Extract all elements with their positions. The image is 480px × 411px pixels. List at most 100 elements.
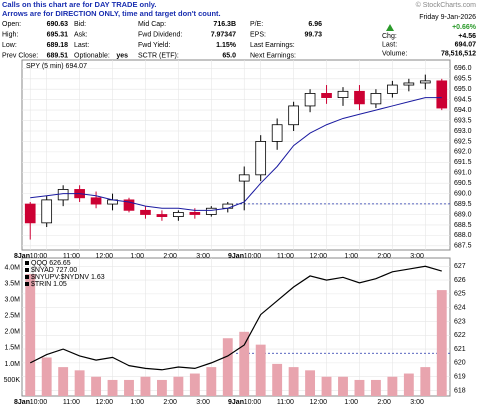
field-label: Next Earnings:	[250, 52, 296, 59]
field-label: High:	[2, 31, 18, 38]
volume-bar	[255, 344, 266, 396]
candle-body	[271, 124, 283, 142]
field-value: 6.96	[308, 21, 322, 28]
candle-body	[41, 199, 53, 224]
x-tick-label: 10:00	[30, 399, 48, 406]
field-label: Ask:	[74, 31, 88, 38]
volume-bar	[74, 370, 85, 396]
x-tick-label: 12:00	[310, 399, 328, 406]
volume-bar	[107, 379, 118, 396]
up-arrow	[386, 24, 394, 31]
legend: $TRIN 1.05	[31, 281, 67, 288]
field-value: 690.63	[47, 21, 69, 28]
volume-tick-label: 500K	[4, 377, 21, 384]
field-value: 1.15%	[216, 42, 237, 49]
brand: © StockCharts.com	[416, 1, 477, 9]
field-label: Open:	[2, 21, 21, 28]
field-label: Mid Cap:	[138, 21, 166, 28]
x-tick-label: 11:00	[63, 253, 80, 260]
y-tick-label: 691.5	[454, 159, 472, 166]
y-tick-label: 688.5	[454, 222, 472, 229]
y-tick-label: 622	[454, 332, 466, 339]
field-label: P/E:	[250, 21, 263, 28]
volume-bar	[387, 376, 398, 396]
candle-body	[436, 80, 448, 109]
x-tick-label: 8Jan	[14, 399, 30, 406]
volume-bar	[140, 376, 151, 396]
y-tick-label: 688.0	[454, 232, 472, 239]
volume-tick-label: 1.5M	[4, 345, 20, 352]
y-tick-label: 618	[454, 387, 466, 394]
candle-body	[90, 197, 102, 205]
y-tick-label: 691.0	[454, 170, 472, 177]
volume-bar	[25, 274, 36, 396]
volume-bar	[41, 357, 52, 396]
x-tick-label: 1:00	[344, 253, 358, 260]
x-tick-label: 11:00	[277, 253, 294, 260]
field-value: 689.18	[47, 42, 69, 49]
y-tick-label: 692.5	[454, 138, 472, 145]
x-tick-label: 3:00	[410, 399, 424, 406]
field-value: 695.31	[47, 31, 69, 38]
volume-tick-label: 4.0M	[4, 264, 20, 271]
candle-body	[304, 93, 316, 107]
x-tick-label: 8Jan	[14, 253, 30, 260]
legend: QQQ 626.65	[31, 260, 71, 267]
y-tick-label: 626	[454, 277, 466, 284]
volume-bar	[420, 367, 431, 396]
candle-body	[238, 174, 250, 182]
field-label: Fwd Yield:	[138, 42, 170, 49]
candle-body	[419, 80, 431, 84]
y-tick-label: 625	[454, 291, 466, 298]
volume-bar	[288, 367, 299, 396]
field-value: 65.0	[222, 52, 236, 59]
summary-label: Last:	[382, 42, 397, 49]
candle-body	[57, 189, 69, 201]
y-tick-label: 695.5	[454, 76, 472, 83]
candle-body	[205, 207, 217, 215]
volume-tick-label: 2.5M	[4, 313, 20, 320]
volume-tick-label: 2.0M	[4, 329, 20, 336]
volume-bar	[239, 331, 250, 396]
legend-swatch	[25, 275, 29, 279]
summary-value: +4.56	[458, 33, 476, 40]
volume-bar	[124, 379, 134, 396]
y-tick-label: 624	[454, 305, 466, 312]
x-tick-label: 10:00	[244, 253, 262, 260]
x-tick-label: 12:00	[96, 399, 114, 406]
summary-label: Volume:	[382, 50, 407, 57]
volume-bar	[338, 376, 348, 396]
summary-value: 78,516,512	[441, 50, 476, 57]
candle-body	[189, 212, 201, 215]
candle-body	[337, 90, 349, 98]
field-label: EPS:	[250, 31, 266, 38]
volume-tick-label: 1.0M	[4, 361, 20, 368]
field-label: Last Earnings:	[250, 42, 295, 49]
y-tick-label: 690.5	[454, 180, 472, 187]
x-tick-label: 3:00	[410, 253, 424, 260]
field-label: SCTR (ETF):	[138, 52, 179, 59]
y-tick-label: 689.0	[454, 211, 472, 218]
x-tick-label: 10:00	[30, 253, 48, 260]
moving-average	[30, 97, 442, 211]
y-tick-label: 696.0	[454, 65, 472, 72]
x-tick-label: 12:00	[96, 253, 114, 260]
x-tick-label: 11:00	[63, 399, 80, 406]
x-tick-label: 3:00	[196, 253, 210, 260]
field-value: 689.51	[47, 52, 69, 59]
candle-body	[173, 212, 184, 217]
volume-bar	[58, 367, 69, 396]
volume-bar	[370, 379, 381, 396]
legend: SPY (5 min) 694.07	[26, 63, 87, 70]
legend-swatch	[25, 282, 29, 286]
volume-bar	[436, 290, 447, 396]
summary-label: Chg:	[382, 33, 397, 40]
y-tick-label: 623	[454, 318, 466, 325]
volume-bar	[272, 363, 283, 396]
x-tick-label: 2:00	[377, 399, 391, 406]
candle-body	[255, 141, 267, 176]
candle-body	[140, 209, 151, 215]
x-tick-label: 1:00	[344, 399, 358, 406]
